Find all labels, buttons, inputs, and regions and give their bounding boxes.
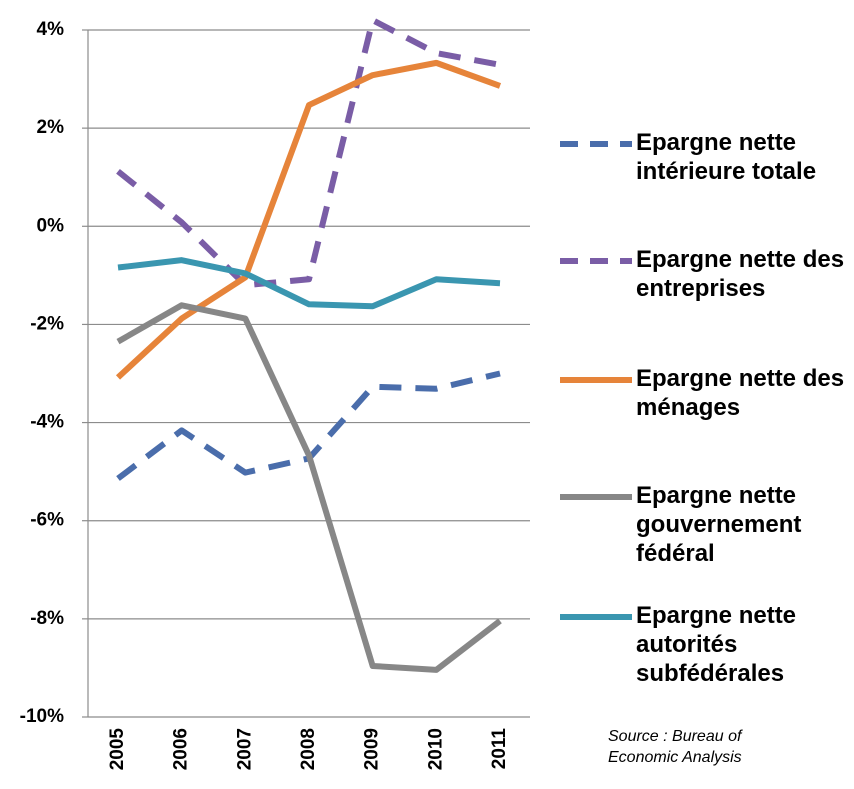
series-line: [117, 257, 501, 310]
x-tick-label: 2010: [425, 728, 446, 770]
legend-label: Epargne nette des entreprises: [636, 246, 845, 302]
series-line: [116, 302, 502, 673]
x-tick-label: 2006: [171, 728, 192, 770]
legend-label: Epargne nette gouvernement fédéral: [636, 482, 802, 567]
legend-label: Epargne nette autorités subfédérales: [636, 602, 797, 687]
series-line: [116, 17, 501, 289]
y-tick-label: 4%: [37, 19, 65, 40]
legend-label: Epargne nette intérieure totale: [636, 129, 817, 185]
y-tick-label: 0%: [37, 215, 65, 236]
x-tick-label: 2011: [489, 728, 510, 770]
y-tick-label: -6%: [30, 510, 64, 531]
y-tick-label: 2%: [37, 117, 65, 138]
x-tick-label: 2009: [362, 728, 383, 770]
x-tick-label: 2007: [234, 728, 255, 770]
y-tick-label: -10%: [20, 706, 64, 727]
y-tick-label: -4%: [30, 412, 64, 433]
x-tick-label: 2005: [107, 728, 128, 771]
series-line: [115, 59, 502, 380]
y-tick-label: -2%: [30, 313, 64, 334]
y-tick-label: -8%: [30, 608, 64, 629]
source-note: Source : Bureau of Economic Analysis: [608, 728, 742, 766]
legend-label: Epargne nette des ménages: [636, 365, 845, 421]
x-tick-label: 2008: [298, 728, 319, 770]
